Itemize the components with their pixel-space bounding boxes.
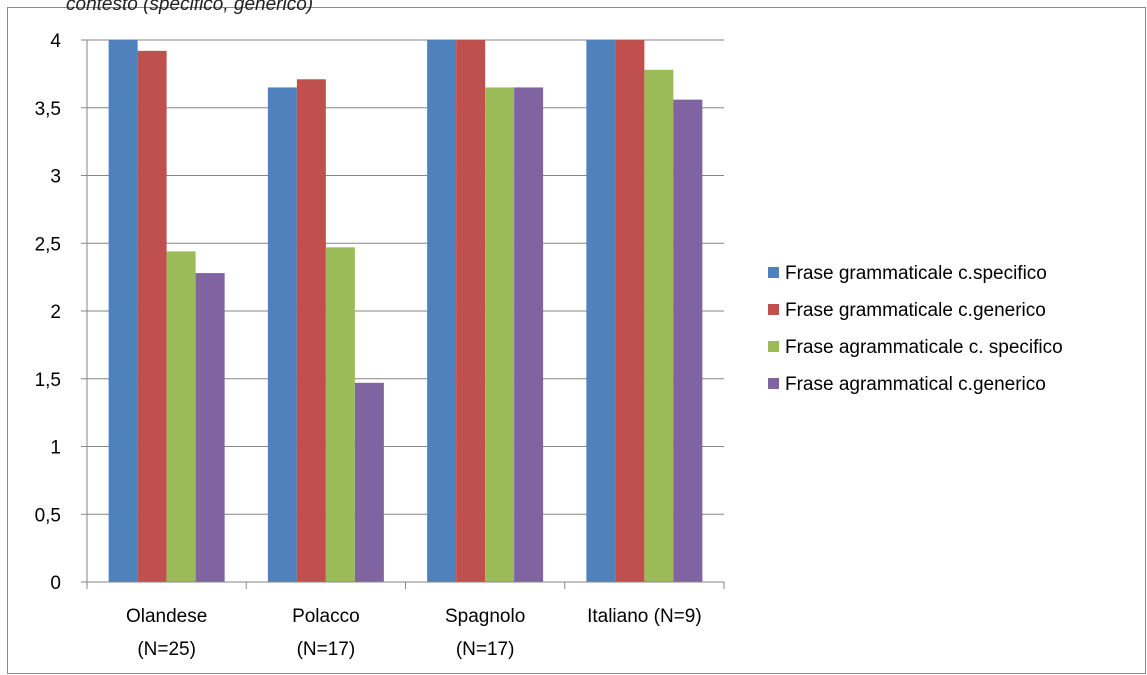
legend-swatch: [768, 378, 779, 389]
legend: Frase grammaticale c.specifico Frase gram…: [768, 263, 1063, 395]
bar: [644, 69, 674, 582]
y-tick-label: 0: [50, 573, 61, 594]
chart-caption: contesto (specifico, generico): [66, 0, 314, 15]
y-tick-label: 1,5: [35, 370, 61, 391]
y-axis-tick-labels: 0 0,5 1 1,5 2 2,5 3 3,5 4: [35, 31, 62, 594]
bar: [485, 87, 515, 583]
bar: [456, 40, 486, 582]
x-axis-tick-labels: Olandese (N=25) Polacco (N=17) Spagnolo (N=17…: [126, 606, 702, 660]
y-tick-label: 2,5: [35, 234, 61, 255]
bar: [427, 40, 457, 582]
bar: [673, 99, 703, 583]
bar: [166, 251, 196, 582]
bar: [514, 87, 544, 583]
x-tick-label: (N=25): [137, 639, 196, 660]
legend-label: Frase agrammaticale c. specifico: [785, 337, 1063, 358]
bar: [354, 382, 384, 582]
bar: [586, 40, 616, 582]
bar: [195, 273, 225, 582]
axes: [86, 40, 725, 589]
y-tick-label: 2: [50, 302, 61, 323]
x-tick-label: Polacco: [292, 606, 360, 627]
y-tick-label: 3: [50, 167, 61, 188]
x-tick-label: Italiano (N=9): [587, 606, 702, 627]
bar: [615, 40, 645, 582]
legend-label: Frase grammaticale c.generico: [785, 300, 1046, 321]
y-tick-label: 4: [50, 31, 61, 52]
legend-swatch: [768, 304, 779, 315]
y-tick-label: 1: [50, 438, 61, 459]
x-tick-label: Olandese: [126, 606, 207, 627]
bars: [108, 40, 703, 583]
legend-swatch: [768, 267, 779, 278]
bar: [108, 40, 138, 582]
x-tick-label: (N=17): [456, 639, 515, 660]
y-tick-label: 3,5: [35, 99, 61, 120]
legend-label: Frase agrammatical c.generico: [785, 374, 1046, 395]
bar: [296, 79, 326, 583]
bar: [325, 247, 355, 582]
bar: [137, 50, 167, 582]
y-tick-label: 0,5: [35, 505, 61, 526]
x-tick-label: (N=17): [297, 639, 356, 660]
bar: [267, 87, 297, 583]
legend-label: Frase grammaticale c.specifico: [785, 263, 1047, 284]
legend-swatch: [768, 341, 779, 352]
x-tick-label: Spagnolo: [445, 606, 525, 627]
